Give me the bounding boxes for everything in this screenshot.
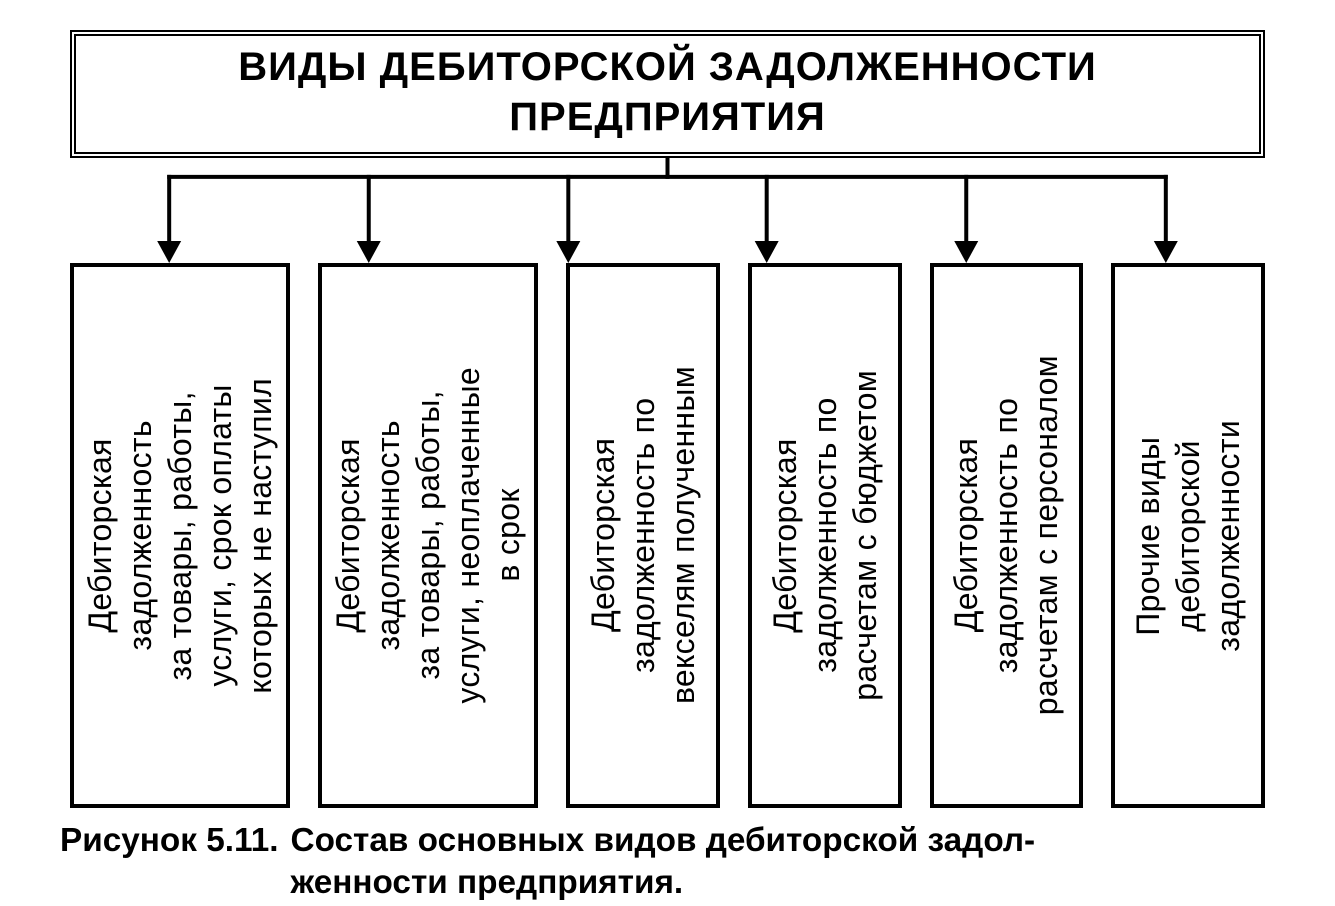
- caption-text: Состав основных видов дебиторской задол-…: [291, 820, 1036, 903]
- caption-label: Рисунок 5.11.: [60, 820, 279, 903]
- child-text-3: Дебиторская задолженность по расчетам с …: [765, 370, 885, 701]
- child-text-2: Дебиторская задолженность по векселям по…: [583, 366, 703, 704]
- connector-row: [70, 158, 1265, 263]
- child-box-0: Дебиторская задолженность за товары, раб…: [70, 263, 290, 808]
- child-box-2: Дебиторская задолженность по векселям по…: [566, 263, 720, 808]
- diagram-container: ВИДЫ ДЕБИТОРСКОЙ ЗАДОЛЖЕННОСТИ ПРЕДПРИЯТ…: [60, 30, 1275, 808]
- title-box: ВИДЫ ДЕБИТОРСКОЙ ЗАДОЛЖЕННОСТИ ПРЕДПРИЯТ…: [70, 30, 1265, 158]
- child-box-5: Прочие виды дебиторской задолженности: [1111, 263, 1265, 808]
- child-text-0: Дебиторская задолженность за товары, раб…: [80, 378, 280, 694]
- child-text-1: Дебиторская задолженность за товары, раб…: [328, 367, 528, 704]
- child-box-4: Дебиторская задолженность по расчетам с …: [930, 263, 1084, 808]
- figure-caption: Рисунок 5.11. Состав основных видов деби…: [60, 820, 1275, 903]
- children-row: Дебиторская задолженность за товары, раб…: [60, 263, 1275, 808]
- child-box-1: Дебиторская задолженность за товары, раб…: [318, 263, 538, 808]
- child-text-5: Прочие виды дебиторской задолженности: [1128, 420, 1248, 652]
- connector-svg: [70, 158, 1265, 263]
- diagram-title: ВИДЫ ДЕБИТОРСКОЙ ЗАДОЛЖЕННОСТИ ПРЕДПРИЯТ…: [96, 42, 1239, 142]
- child-text-4: Дебиторская задолженность по расчетам с …: [946, 355, 1066, 715]
- child-box-3: Дебиторская задолженность по расчетам с …: [748, 263, 902, 808]
